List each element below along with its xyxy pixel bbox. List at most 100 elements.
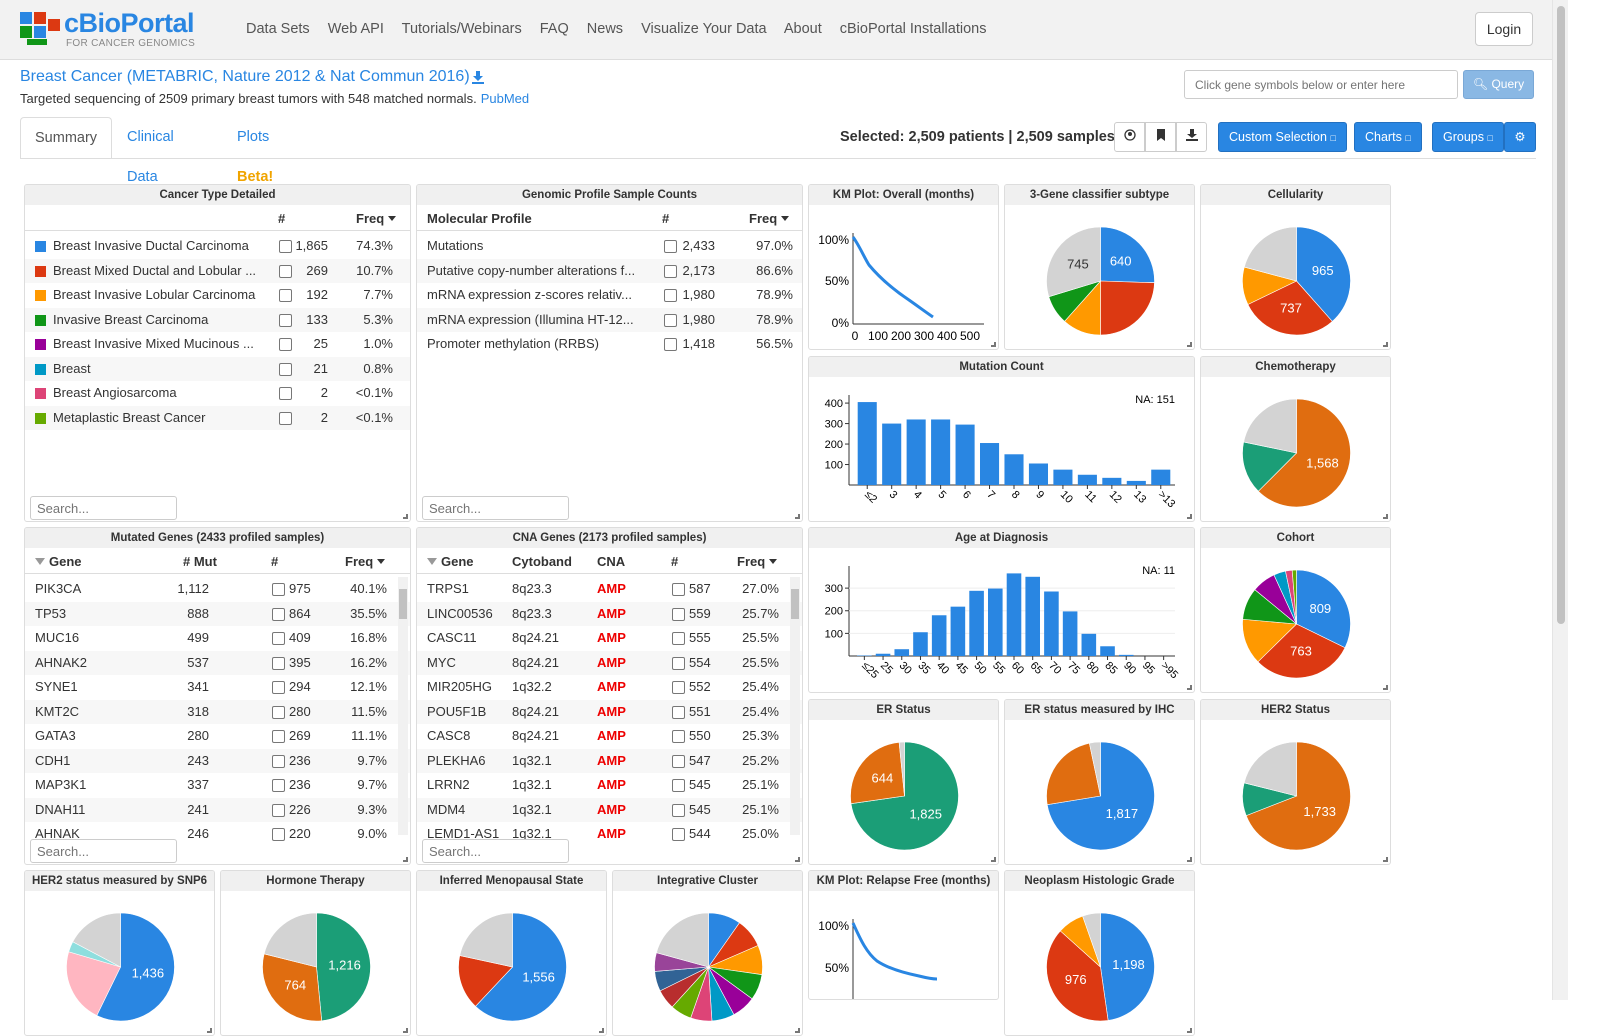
pubmed-link[interactable]: PubMed: [481, 91, 529, 106]
row-checkbox[interactable]: [279, 412, 292, 425]
resize-handle-icon[interactable]: [599, 1028, 604, 1033]
resize-handle-icon[interactable]: [1383, 857, 1388, 862]
page-scrollbar[interactable]: [1552, 0, 1568, 1000]
col-freq-header[interactable]: Freq: [345, 554, 385, 569]
bar[interactable]: [1100, 646, 1115, 656]
bar[interactable]: [1102, 478, 1121, 485]
row-checkbox[interactable]: [272, 779, 285, 792]
table-row[interactable]: Putative copy-number alterations f...2,1…: [417, 259, 802, 284]
table-scrollbar-thumb[interactable]: [399, 589, 407, 619]
nav-link-faq[interactable]: FAQ: [540, 21, 569, 37]
resize-handle-icon[interactable]: [1187, 857, 1192, 862]
col-gene-header[interactable]: Gene: [35, 554, 82, 569]
bar[interactable]: [1025, 577, 1040, 656]
bar[interactable]: [913, 632, 928, 656]
bar[interactable]: [1127, 481, 1146, 485]
bar[interactable]: [1082, 634, 1097, 656]
mutated-genes-search[interactable]: [30, 839, 177, 863]
bookmark-button[interactable]: [1145, 122, 1176, 152]
bar[interactable]: [882, 424, 901, 485]
col-count-header[interactable]: #: [278, 211, 285, 226]
bar[interactable]: [988, 589, 1003, 656]
col-cytoband-header[interactable]: Cytoband: [512, 554, 572, 569]
row-checkbox[interactable]: [272, 706, 285, 719]
row-checkbox[interactable]: [279, 363, 292, 376]
bar[interactable]: [1044, 592, 1059, 657]
nav-link-about[interactable]: About: [784, 21, 822, 37]
filter-icon[interactable]: [35, 558, 45, 565]
row-checkbox[interactable]: [664, 289, 677, 302]
col-profile-header[interactable]: Molecular Profile: [427, 211, 532, 226]
tab-plots[interactable]: Plots Beta!: [223, 117, 287, 159]
row-checkbox[interactable]: [279, 265, 292, 278]
nav-link-news[interactable]: News: [587, 21, 623, 37]
resize-handle-icon[interactable]: [1187, 685, 1192, 690]
row-checkbox[interactable]: [272, 681, 285, 694]
nav-link-tutorials[interactable]: Tutorials/Webinars: [402, 21, 522, 37]
pie-slice[interactable]: [1100, 281, 1154, 335]
page-scrollbar-thumb[interactable]: [1557, 6, 1565, 624]
table-row[interactable]: mRNA expression z-scores relativ...1,980…: [417, 283, 802, 308]
filter-icon[interactable]: [427, 558, 437, 565]
charts-button[interactable]: Charts □: [1354, 122, 1422, 152]
menopausal-pie-chart[interactable]: 1,556: [417, 891, 607, 1036]
bar[interactable]: [907, 419, 926, 485]
resize-handle-icon[interactable]: [1383, 514, 1388, 519]
resize-handle-icon[interactable]: [1187, 342, 1192, 347]
nav-link-installations[interactable]: cBioPortal Installations: [840, 21, 987, 37]
er_ihc-pie-chart[interactable]: 1,817: [1005, 720, 1195, 865]
download-data-button[interactable]: [1176, 122, 1207, 152]
row-checkbox[interactable]: [672, 828, 685, 841]
col-freq-header[interactable]: Freq: [749, 211, 789, 226]
bar[interactable]: [1119, 655, 1134, 656]
row-checkbox[interactable]: [272, 804, 285, 817]
row-checkbox[interactable]: [272, 583, 285, 596]
bar[interactable]: [1078, 475, 1097, 485]
custom-selection-button[interactable]: Custom Selection □: [1218, 122, 1347, 152]
resize-handle-icon[interactable]: [991, 857, 996, 862]
nav-link-web-api[interactable]: Web API: [328, 21, 384, 37]
row-checkbox[interactable]: [672, 755, 685, 768]
row-checkbox[interactable]: [672, 583, 685, 596]
resize-handle-icon[interactable]: [1383, 685, 1388, 690]
tab-clinical-data[interactable]: Clinical Data: [113, 117, 188, 159]
genomic-profile-search[interactable]: [422, 496, 569, 520]
row-checkbox[interactable]: [279, 338, 292, 351]
row-checkbox[interactable]: [664, 314, 677, 327]
col-cna-header[interactable]: CNA: [597, 554, 625, 569]
bar[interactable]: [876, 654, 891, 656]
bar[interactable]: [1007, 573, 1022, 656]
query-button[interactable]: 🔍︎ Query: [1463, 70, 1534, 99]
bar[interactable]: [951, 607, 966, 656]
bar[interactable]: [932, 615, 947, 656]
gene-query-input[interactable]: [1184, 70, 1458, 99]
km-relapse-plot[interactable]: 100% 50%: [809, 891, 999, 1000]
nav-link-visualize[interactable]: Visualize Your Data: [641, 21, 767, 37]
col-count-header[interactable]: #: [271, 554, 278, 569]
